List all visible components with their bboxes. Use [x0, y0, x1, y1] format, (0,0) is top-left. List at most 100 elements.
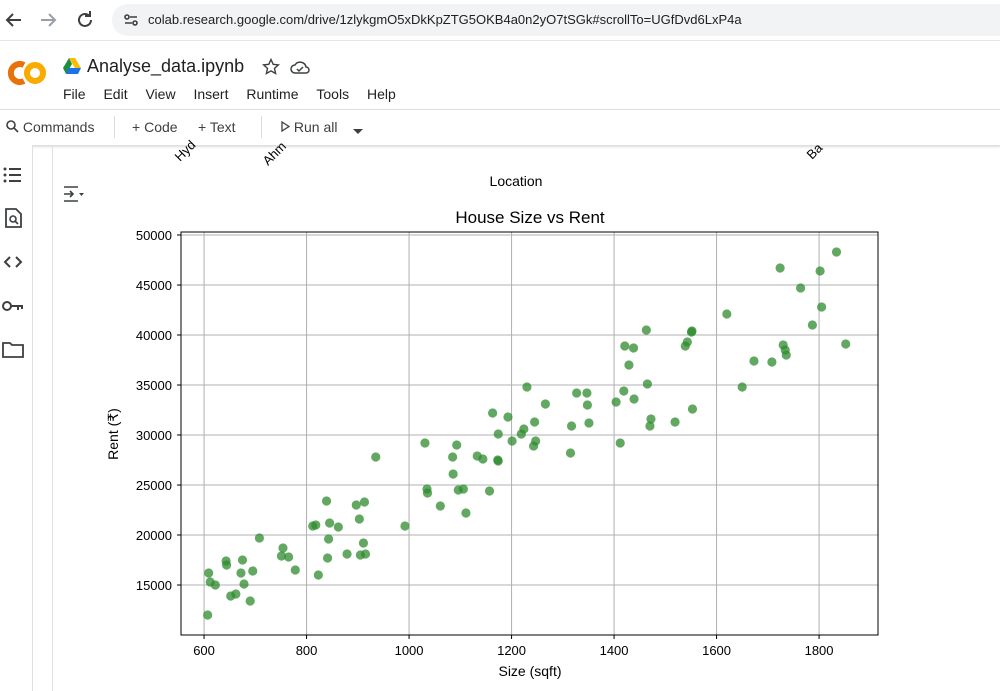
prev-xaxis-label: Location [490, 173, 543, 189]
data-point [204, 568, 214, 578]
data-point [325, 518, 335, 528]
data-point [565, 448, 576, 458]
data-point [461, 508, 471, 518]
data-point [358, 538, 369, 548]
y-tick-label: 35000 [136, 378, 172, 393]
chart-title: House Size vs Rent [455, 208, 605, 227]
google-drive-icon [63, 58, 81, 79]
data-point [400, 521, 410, 531]
add-code-button[interactable]: + Code [132, 119, 178, 135]
data-point [722, 309, 732, 319]
reload-icon[interactable] [73, 8, 97, 32]
data-point [360, 549, 371, 559]
cell-gutter-line [52, 145, 53, 691]
run-all-dropdown-icon[interactable] [352, 123, 364, 141]
y-tick-label: 45000 [136, 278, 172, 293]
data-point [629, 394, 639, 404]
data-point [737, 382, 747, 392]
star-icon[interactable] [261, 57, 281, 81]
data-point [516, 429, 526, 439]
code-label: Code [144, 119, 178, 135]
data-point [453, 485, 463, 495]
cloud-saved-icon[interactable] [289, 58, 311, 81]
data-point [435, 501, 445, 511]
data-point [226, 591, 236, 601]
data-point [203, 610, 213, 620]
data-point [452, 440, 462, 450]
menu-file[interactable]: File [63, 86, 86, 102]
data-point [236, 568, 246, 578]
menu-help[interactable]: Help [366, 86, 396, 102]
menu-view[interactable]: View [145, 86, 176, 102]
menu-runtime[interactable]: Runtime [246, 86, 299, 102]
folder-icon[interactable] [0, 337, 26, 363]
key-icon[interactable] [0, 293, 26, 319]
data-point [687, 326, 697, 336]
data-point [687, 404, 698, 414]
data-point [458, 484, 468, 494]
data-point [624, 360, 634, 370]
data-point [322, 553, 333, 563]
data-point [205, 577, 215, 587]
data-point [646, 414, 656, 424]
find-icon[interactable] [0, 205, 26, 231]
menu-tools[interactable]: Tools [316, 86, 350, 102]
arrow-left-icon[interactable] [2, 8, 26, 32]
data-point [472, 451, 482, 461]
notebook-title[interactable]: Analyse_data.ipynb [87, 56, 245, 76]
y-axis-label: Rent (₹) [105, 408, 121, 460]
data-point [519, 424, 529, 434]
plus-icon: + [132, 119, 141, 135]
run-all-button[interactable]: Run all [280, 119, 337, 135]
data-point [221, 556, 231, 566]
site-settings-icon[interactable] [122, 11, 140, 34]
data-point [582, 388, 592, 398]
plus-icon: + [198, 119, 207, 135]
data-point [817, 302, 827, 312]
run-all-label: Run all [293, 119, 338, 135]
data-point [841, 339, 851, 349]
data-point [333, 522, 343, 532]
data-point [222, 560, 232, 570]
data-point [210, 580, 220, 590]
data-point [245, 596, 255, 606]
x-tick-label: 1800 [805, 643, 834, 658]
data-point [342, 549, 352, 559]
address-bar[interactable]: colab.research.google.com/drive/1zlykgmO… [112, 4, 1000, 36]
data-point [237, 555, 248, 565]
data-point [628, 343, 639, 353]
commands-button[interactable]: Commands [6, 119, 94, 135]
x-tick-label: 1000 [395, 643, 424, 658]
menu-insert[interactable]: Insert [193, 86, 229, 102]
left-sidebar [0, 145, 33, 691]
data-point [276, 551, 287, 561]
data-point [488, 408, 498, 418]
url-text: colab.research.google.com/drive/1zlykgmO… [148, 12, 742, 27]
colab-logo[interactable] [6, 59, 48, 92]
data-point [284, 552, 294, 562]
browser-toolbar: colab.research.google.com/drive/1zlykgmO… [0, 0, 1000, 41]
data-point [278, 543, 288, 553]
x-tick-label: 1400 [600, 643, 629, 658]
data-point [530, 417, 540, 427]
data-point [796, 283, 806, 293]
table-of-contents-icon[interactable] [0, 162, 26, 188]
code-snippets-icon[interactable] [0, 249, 26, 275]
data-point [767, 357, 777, 367]
data-point [321, 496, 332, 506]
data-point [572, 388, 582, 398]
x-tick-label: 800 [296, 643, 318, 658]
data-point [584, 418, 594, 428]
output-actions-icon[interactable] [62, 185, 86, 208]
app-header [0, 41, 1000, 109]
add-text-button[interactable]: + Text [198, 119, 236, 135]
arrow-right-icon[interactable] [36, 8, 60, 32]
data-point [324, 534, 334, 544]
data-point [615, 438, 625, 448]
menu-edit[interactable]: Edit [103, 86, 128, 102]
data-point [781, 350, 791, 360]
data-point [531, 436, 541, 446]
x-axis-label: Size (sqft) [498, 663, 561, 679]
data-point [290, 565, 300, 575]
data-point [351, 500, 361, 510]
